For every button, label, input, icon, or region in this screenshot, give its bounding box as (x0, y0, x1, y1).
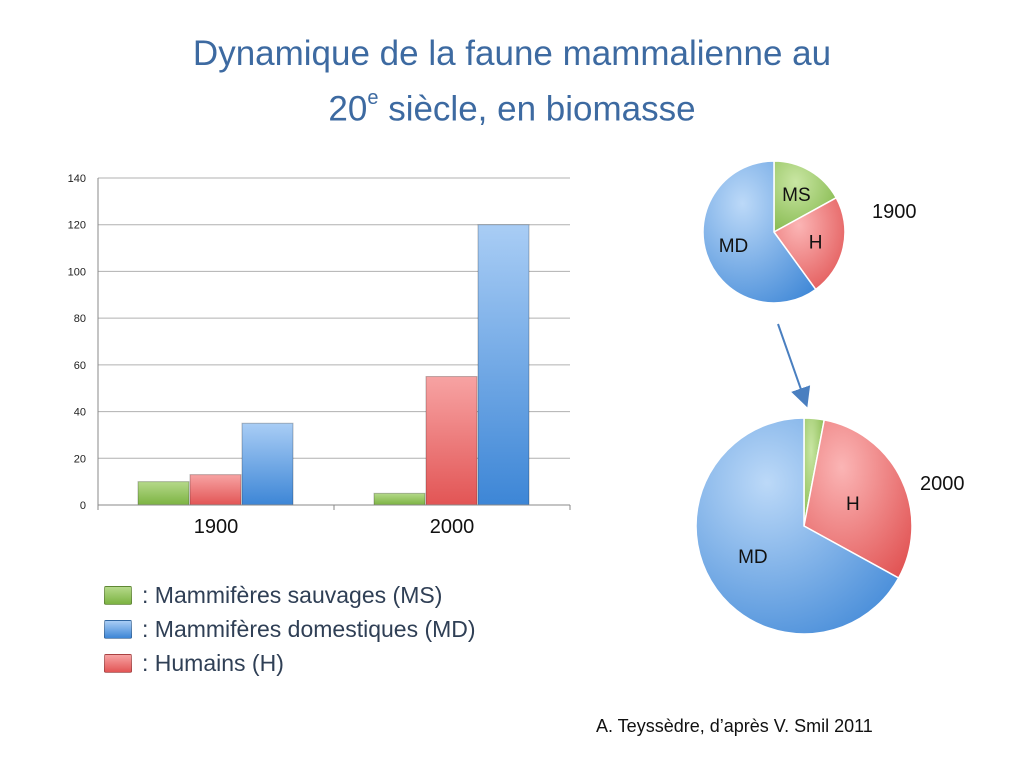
y-tick-label: 60 (74, 360, 86, 372)
pie-slice-label-h: H (809, 232, 823, 253)
y-tick-label: 140 (68, 173, 86, 185)
pie-chart-2000: H MD (695, 417, 913, 635)
y-tick-label: 120 (68, 220, 86, 232)
x-tick-label: 2000 (430, 516, 475, 538)
pie-slice-ms (773, 160, 838, 234)
pie-chart-1900: MS H MD (702, 160, 846, 304)
y-tick-label: 0 (80, 500, 86, 512)
legend-item-ms: : Mammifères sauvages (MS) (104, 578, 476, 612)
title-century-superscript: e (367, 87, 379, 109)
legend-item-md: : Mammifères domestiques (MD) (104, 612, 476, 646)
x-tick-label: 1900 (194, 516, 239, 538)
title-line-2-text: siècle, en biomasse (378, 89, 696, 129)
bar-md-2000 (477, 224, 530, 506)
bars (137, 224, 530, 506)
title-line-2: 20e siècle, en biomasse (80, 78, 944, 134)
legend-swatch-ms (104, 585, 132, 605)
legend-label-ms: : Mammifères sauvages (MS) (142, 581, 443, 608)
y-tick-label: 100 (68, 266, 86, 278)
title-line-1: Dynamique de la faune mammalienne au (192, 34, 832, 73)
y-tick-label: 40 (74, 407, 86, 419)
legend: : Mammifères sauvages (MS) : Mammifères … (104, 578, 476, 680)
pie-year-label-2000: 2000 (920, 473, 965, 495)
slide-title: Dynamique de la faune mammalienne au 20e… (80, 30, 944, 134)
pie-year-label-1900: 1900 (872, 201, 917, 223)
pie-slice-md (695, 417, 900, 635)
legend-swatch-md (104, 619, 132, 639)
pie-slice-label-h: H (846, 494, 860, 515)
legend-label-h: : Humains (H) (142, 649, 284, 676)
pie-slice-h (772, 196, 846, 291)
pie-slice-label-ms: MS (782, 185, 811, 206)
y-axis: 0 20 40 60 80 100 120 140 (68, 173, 99, 512)
bar-h-2000 (425, 376, 478, 506)
pie-slice-label-md: MD (719, 236, 749, 257)
bar-h-1900 (189, 474, 242, 506)
y-tick-label: 20 (74, 453, 86, 465)
pie-slice-md (702, 160, 817, 304)
legend-label-md: : Mammifères domestiques (MD) (142, 615, 476, 642)
x-axis: 1900 2000 (97, 504, 571, 538)
legend-swatch-h (104, 653, 132, 673)
pie-slice-h (803, 419, 913, 580)
title-century-number: 20 (328, 89, 368, 129)
transition-arrow (777, 323, 811, 408)
legend-item-h: : Humains (H) (104, 646, 476, 680)
source-credit: A. Teyssèdre, d’après V. Smil 2011 (596, 716, 873, 736)
y-tick-label: 80 (74, 313, 86, 325)
bar-chart: 0 20 40 60 80 100 120 140 1900 2000 (68, 173, 571, 538)
pie-slice-label-md: MD (738, 547, 768, 568)
bar-md-1900 (241, 422, 294, 506)
